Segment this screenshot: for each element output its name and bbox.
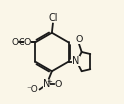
Text: O: O xyxy=(24,38,31,47)
Text: Cl: Cl xyxy=(48,13,58,23)
Text: O: O xyxy=(76,35,83,44)
Text: O: O xyxy=(19,38,26,47)
Text: ⁻O: ⁻O xyxy=(26,85,38,94)
Text: O: O xyxy=(55,80,62,89)
Text: +: + xyxy=(46,79,52,85)
Text: N: N xyxy=(43,79,50,89)
Text: N: N xyxy=(72,56,80,66)
Text: O: O xyxy=(11,38,18,47)
